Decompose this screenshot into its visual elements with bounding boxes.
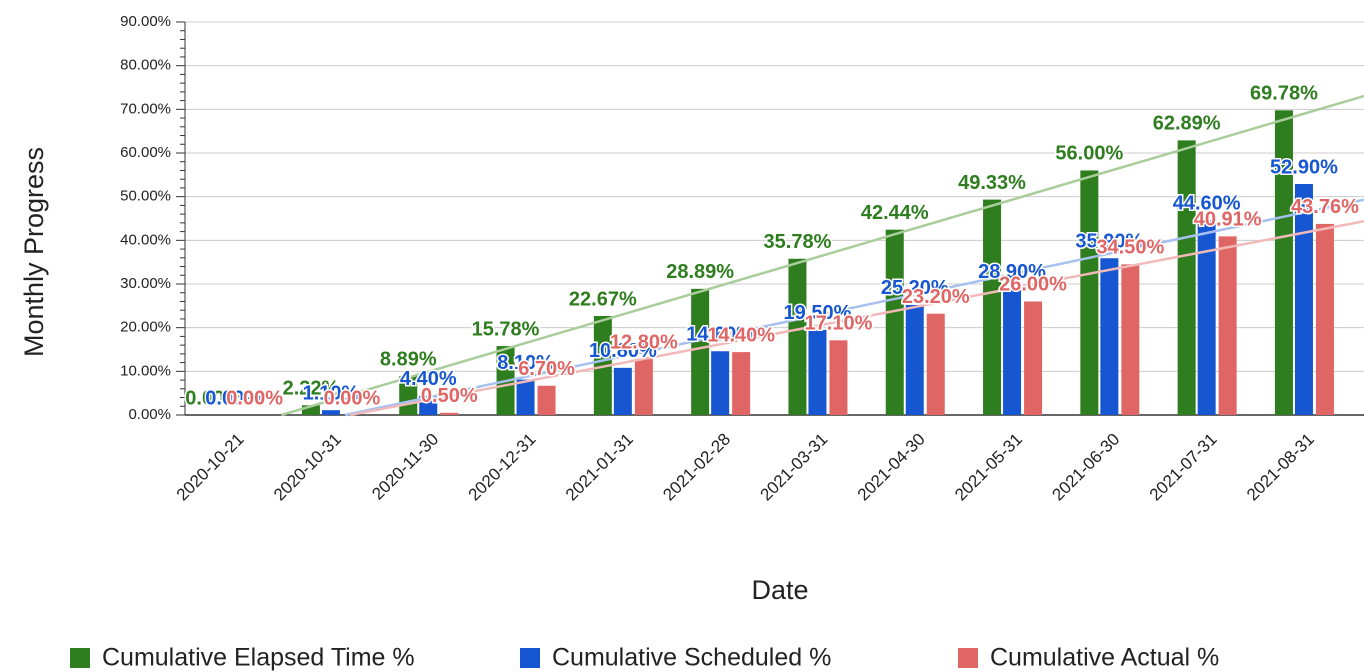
y-tick-label: 50.00% [120, 188, 171, 205]
legend-swatch [958, 648, 978, 668]
x-tick-label: 2020-10-31 [270, 430, 345, 505]
trendline [349, 220, 1364, 417]
x-tick-label: 2021-06-30 [1048, 430, 1123, 505]
value-label: 56.00% [1055, 143, 1123, 165]
bar [613, 367, 632, 415]
value-label: 10.80% [589, 340, 657, 362]
value-label: 49.33% [958, 172, 1026, 194]
value-label: 4.40% [400, 368, 457, 390]
y-tick-label: 10.00% [120, 362, 171, 379]
y-tick-label: 0.00% [128, 406, 171, 423]
value-label: 0.00% [185, 387, 242, 409]
bar [885, 229, 904, 415]
value-label: 15.78% [472, 318, 540, 340]
x-tick-label: 2021-03-31 [757, 430, 832, 505]
bar [1121, 264, 1140, 415]
legend-label: Cumulative Actual % [990, 644, 1219, 672]
bar [926, 313, 945, 415]
bar [829, 340, 848, 415]
value-label: 2.22% [283, 378, 340, 400]
bar [691, 288, 710, 415]
value-label: 52.90% [1270, 156, 1338, 178]
value-label: 0.50% [421, 385, 478, 407]
y-tick-label: 70.00% [120, 100, 171, 117]
bar [440, 412, 459, 415]
bar [1274, 110, 1293, 415]
bar [808, 329, 827, 415]
bar [1218, 236, 1237, 415]
value-label: 19.50% [784, 302, 852, 324]
x-tick-label: 2020-12-31 [465, 430, 540, 505]
value-label: 44.60% [1173, 193, 1241, 215]
value-label: 42.44% [861, 202, 929, 224]
bar [516, 379, 535, 415]
bar [1024, 301, 1043, 415]
value-label: 35.90% [1075, 231, 1143, 253]
value-label: 43.76% [1291, 196, 1359, 218]
x-tick-label: 2021-02-28 [659, 430, 734, 505]
bar [1080, 170, 1099, 415]
legend-swatch [70, 648, 90, 668]
bar [1100, 258, 1119, 415]
value-label: 28.89% [666, 261, 734, 283]
bar [634, 359, 653, 415]
bar [983, 199, 1002, 415]
y-tick-label: 30.00% [120, 275, 171, 292]
y-axis-title: Monthly Progress [19, 147, 49, 357]
x-tick-label: 2021-07-31 [1146, 430, 1221, 505]
bar [1315, 223, 1334, 415]
legend-label: Cumulative Elapsed Time % [102, 644, 415, 672]
trendline [344, 198, 1364, 417]
value-label: 26.00% [999, 274, 1067, 296]
value-label: 23.20% [902, 286, 970, 308]
y-tick-label: 80.00% [120, 57, 171, 74]
value-label: 8.89% [380, 348, 437, 370]
x-tick-label: 2021-01-31 [562, 430, 637, 505]
legend: Cumulative Elapsed Time % Cumulative Sche… [70, 644, 1219, 672]
bar [537, 385, 556, 415]
y-tick-label: 60.00% [120, 144, 171, 161]
bar [732, 352, 751, 415]
value-label: 17.10% [805, 313, 873, 335]
bar [905, 304, 924, 415]
value-label: 0.00% [226, 387, 283, 409]
value-label: 0.00% [205, 387, 262, 409]
bar [301, 405, 320, 415]
y-tick-label: 90.00% [120, 13, 171, 30]
bar [711, 351, 730, 415]
x-tick-label: 2021-08-31 [1243, 430, 1318, 505]
bar [1177, 140, 1196, 415]
x-axis-title: Date [751, 575, 808, 605]
x-tick-label: 2021-04-30 [854, 430, 929, 505]
bar [1003, 288, 1022, 415]
value-label: 40.91% [1194, 209, 1262, 231]
value-label: 34.50% [1096, 237, 1164, 259]
value-label: 14.60% [686, 324, 754, 346]
bar [788, 258, 807, 415]
value-label: 8.10% [497, 352, 554, 374]
value-label: 6.70% [518, 358, 575, 380]
bar [1197, 220, 1216, 415]
legend-label: Cumulative Scheduled % [552, 644, 831, 672]
value-label: 1.10% [303, 382, 360, 404]
value-label: 14.40% [707, 324, 775, 346]
x-tick-label: 2021-05-31 [951, 430, 1026, 505]
legend-swatch [520, 648, 540, 668]
value-label: 25.20% [881, 277, 949, 299]
value-label: 69.78% [1250, 83, 1318, 105]
value-label: 22.67% [569, 288, 637, 310]
bar [1294, 184, 1313, 415]
y-tick-label: 20.00% [120, 319, 171, 336]
bar [321, 410, 340, 415]
y-tick-label: 40.00% [120, 231, 171, 248]
trendline [280, 94, 1364, 417]
x-tick-label: 2020-10-21 [173, 430, 248, 505]
value-label: 0.00% [324, 387, 381, 409]
x-tick-label: 2020-11-30 [368, 430, 442, 504]
value-label: 28.90% [978, 261, 1046, 283]
value-label: 62.89% [1153, 113, 1221, 135]
value-label: 12.80% [610, 331, 678, 353]
value-label: 35.78% [764, 231, 832, 253]
